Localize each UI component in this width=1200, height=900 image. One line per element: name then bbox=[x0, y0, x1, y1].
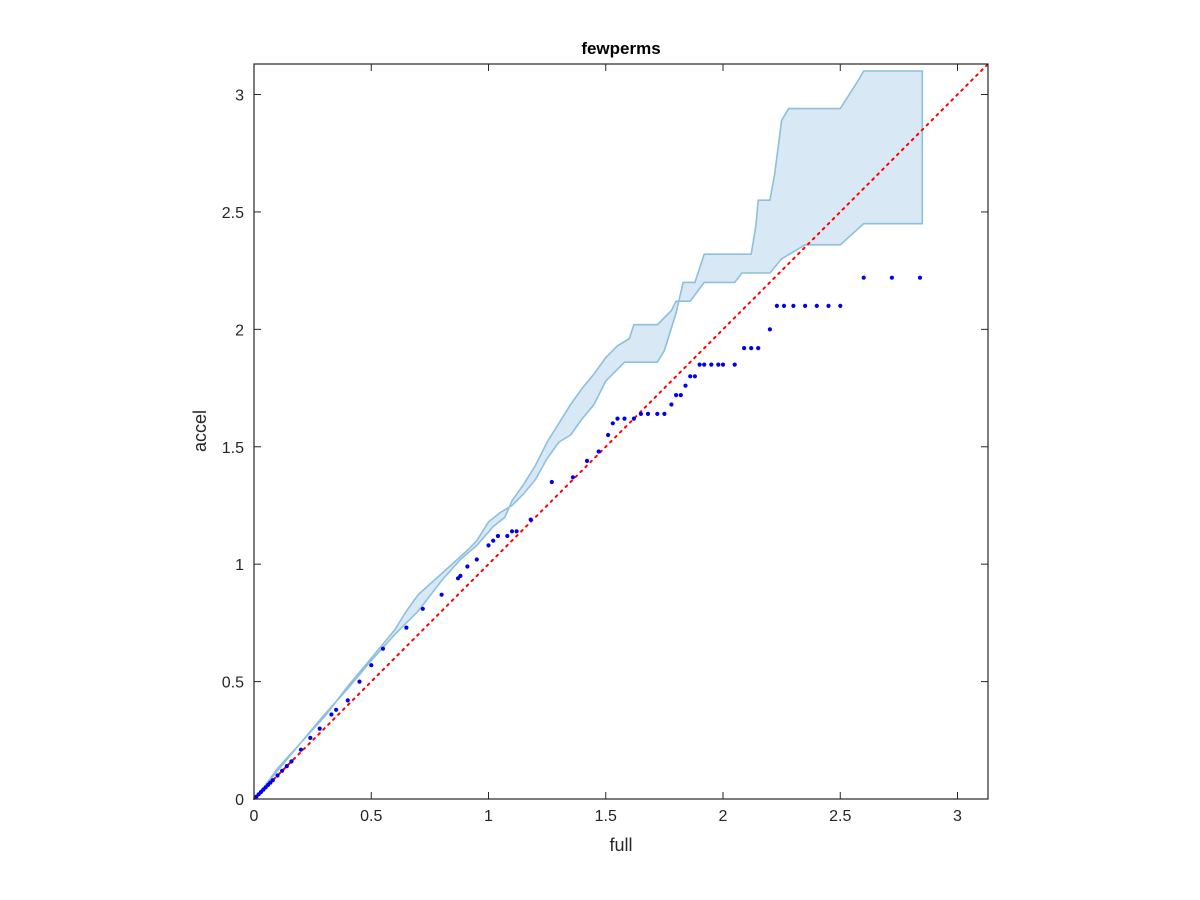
reference-line bbox=[253, 63, 989, 800]
data-point bbox=[420, 606, 425, 611]
identity-line bbox=[253, 63, 989, 800]
y-axis-label: accel bbox=[190, 410, 210, 452]
data-point bbox=[622, 416, 627, 421]
data-point bbox=[697, 362, 702, 367]
data-point bbox=[345, 698, 350, 703]
data-point bbox=[610, 421, 615, 426]
data-point bbox=[688, 374, 693, 379]
data-point bbox=[678, 393, 683, 398]
data-point bbox=[465, 564, 470, 569]
data-point bbox=[317, 726, 322, 731]
data-point bbox=[380, 646, 386, 651]
y-tick-label: 0.5 bbox=[222, 675, 244, 692]
data-point bbox=[638, 411, 644, 416]
data-point bbox=[774, 303, 780, 308]
y-tick-label: 0 bbox=[235, 792, 244, 809]
data-point bbox=[334, 707, 339, 712]
data-point bbox=[275, 773, 280, 778]
data-point bbox=[404, 625, 409, 630]
data-point bbox=[655, 411, 660, 416]
data-point bbox=[329, 712, 334, 717]
data-point bbox=[514, 529, 519, 534]
data-point bbox=[615, 416, 620, 421]
data-point bbox=[549, 479, 554, 485]
x-tick-label: 0 bbox=[250, 808, 259, 825]
data-point bbox=[803, 303, 808, 308]
x-tick-label: 2 bbox=[719, 808, 728, 825]
data-point bbox=[669, 402, 674, 407]
data-point bbox=[826, 303, 831, 308]
data-point bbox=[289, 759, 294, 764]
data-point bbox=[781, 303, 787, 308]
y-tick-label: 1.5 bbox=[222, 440, 244, 457]
data-point bbox=[861, 275, 866, 280]
data-point bbox=[505, 533, 510, 539]
y-tick-label: 1 bbox=[235, 557, 244, 574]
data-point bbox=[270, 778, 275, 783]
x-tick-label: 3 bbox=[953, 808, 962, 825]
data-point bbox=[767, 327, 773, 332]
x-tick-label: 2.5 bbox=[829, 808, 851, 825]
data-point bbox=[742, 346, 747, 351]
x-axis-label: full bbox=[609, 835, 632, 855]
data-point bbox=[486, 543, 491, 548]
data-point bbox=[814, 303, 819, 308]
data-point bbox=[716, 362, 721, 367]
data-point bbox=[357, 679, 362, 684]
data-point bbox=[528, 517, 533, 522]
data-point bbox=[570, 475, 576, 480]
data-point bbox=[495, 533, 500, 539]
data-point bbox=[645, 411, 651, 416]
data-point bbox=[458, 573, 463, 579]
data-point bbox=[631, 416, 637, 421]
data-point bbox=[584, 458, 590, 463]
data-point bbox=[606, 432, 611, 438]
data-point bbox=[474, 557, 479, 562]
data-point bbox=[280, 768, 285, 773]
scatter-points bbox=[254, 275, 923, 799]
x-axis-ticks: 0 0.5 1 1.5 2 2.5 3 bbox=[250, 64, 962, 825]
data-point bbox=[889, 275, 895, 280]
data-point bbox=[720, 362, 726, 367]
data-point bbox=[692, 374, 698, 379]
chart-title: fewperms bbox=[581, 39, 660, 58]
axes-box bbox=[253, 63, 989, 800]
data-point bbox=[491, 538, 496, 543]
x-tick-label: 1.5 bbox=[595, 808, 617, 825]
data-point bbox=[791, 303, 796, 308]
data-point bbox=[917, 275, 923, 280]
y-tick-label: 2.5 bbox=[222, 205, 244, 222]
data-point bbox=[709, 362, 714, 367]
data-point bbox=[756, 346, 761, 351]
confidence-band bbox=[253, 70, 924, 800]
y-axis-ticks: 0 0.5 1 1.5 2 2.5 3 bbox=[222, 88, 988, 809]
band-area bbox=[253, 70, 924, 800]
data-point bbox=[662, 411, 667, 416]
y-tick-label: 3 bbox=[235, 88, 244, 105]
x-tick-label: 0.5 bbox=[360, 808, 382, 825]
data-point bbox=[284, 764, 289, 769]
data-point bbox=[838, 303, 843, 308]
data-point bbox=[509, 529, 515, 534]
data-point bbox=[596, 449, 601, 454]
data-point bbox=[683, 383, 688, 388]
data-point bbox=[702, 362, 707, 367]
x-tick-label: 1 bbox=[484, 808, 493, 825]
data-point bbox=[749, 346, 754, 351]
y-tick-label: 2 bbox=[235, 322, 244, 339]
data-point bbox=[732, 362, 737, 367]
data-point bbox=[439, 592, 444, 597]
data-point bbox=[308, 735, 313, 741]
data-point bbox=[674, 393, 679, 398]
data-point bbox=[369, 663, 374, 668]
data-point bbox=[298, 747, 303, 752]
